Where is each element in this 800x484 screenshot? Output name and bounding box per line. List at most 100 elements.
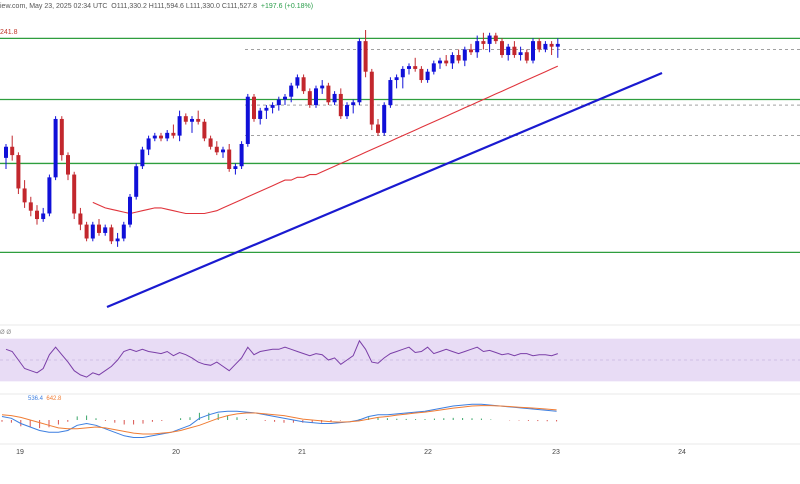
- candle-body-34: [214, 146, 219, 153]
- candle-body-67: [419, 68, 424, 81]
- candle-body-86: [537, 41, 542, 50]
- candle-body-42: [264, 107, 269, 111]
- candle-body-46: [289, 85, 294, 97]
- candle-body-35: [221, 149, 225, 153]
- candle-body-85: [531, 41, 535, 61]
- candle-body-41: [258, 110, 263, 119]
- candle-body-62: [388, 80, 393, 106]
- candle-body-57: [357, 41, 362, 103]
- candle-body-18: [115, 238, 120, 242]
- candle-body-33: [208, 138, 213, 147]
- candle-body-61: [382, 105, 387, 133]
- candle-body-49: [307, 91, 312, 106]
- candle-body-59: [369, 71, 374, 125]
- rsi-header: Ø Ø: [0, 330, 11, 336]
- candle-body-14: [90, 224, 95, 239]
- candle-body-40: [252, 96, 256, 119]
- candle-body-2: [16, 155, 21, 189]
- macd-line: [1, 403, 557, 438]
- candle-body-1: [10, 146, 15, 156]
- trendline: [106, 71, 663, 309]
- rsi-values: Ø Ø: [0, 330, 12, 336]
- candle-body-50: [314, 88, 318, 106]
- candle-body-70: [438, 60, 442, 64]
- candle-body-80: [500, 41, 504, 56]
- candle-body-77: [481, 41, 486, 44]
- candle-body-16: [103, 227, 108, 233]
- candle-body-30: [190, 118, 194, 122]
- candle-body-83: [518, 52, 523, 56]
- candle-body-6: [41, 213, 46, 220]
- candle-body-8: [53, 118, 58, 178]
- candle-body-5: [35, 210, 39, 220]
- candle-body-88: [549, 43, 554, 47]
- x-tick-label-1: 20: [172, 449, 180, 456]
- ma-value-label: 241.8: [0, 29, 18, 36]
- header-change: +197.6 (+0.18%): [260, 3, 314, 10]
- candle-body-60: [376, 124, 380, 133]
- candle-body-72: [450, 55, 455, 64]
- candle-body-17: [109, 227, 114, 242]
- candle-body-69: [431, 63, 436, 72]
- candle-body-25: [159, 135, 163, 139]
- source-fragment: iew.com,: [0, 3, 28, 10]
- candle-body-23: [146, 138, 151, 150]
- candle-body-73: [456, 55, 461, 61]
- candle-body-51: [320, 85, 325, 89]
- candle-body-13: [84, 224, 89, 239]
- candle-body-36: [227, 149, 232, 169]
- candle-body-26: [165, 132, 170, 139]
- candle-body-3: [22, 188, 27, 203]
- candle-body-20: [128, 196, 132, 225]
- candle-body-87: [543, 43, 548, 50]
- candle-body-27: [171, 132, 176, 136]
- candle-body-0: [4, 146, 8, 158]
- candle-body-75: [469, 49, 473, 53]
- candle-body-78: [487, 35, 492, 44]
- header-ohlc: O111,330.2 H111,594.6 L111,330.0 C111,52…: [111, 3, 257, 10]
- macd-signal-line: [1, 405, 557, 435]
- candle-body-63: [394, 77, 399, 81]
- candle-body-45: [283, 96, 287, 100]
- header-date: May 23, 2025 02:34 UTC: [29, 3, 108, 10]
- candle-body-56: [351, 102, 356, 106]
- x-tick-label-2: 21: [298, 449, 306, 456]
- candle-body-21: [134, 166, 139, 197]
- rsi-line: [5, 339, 558, 378]
- candle-body-76: [475, 41, 480, 53]
- candle-body-22: [140, 149, 145, 167]
- x-tick-label-0: 19: [16, 449, 24, 456]
- candle-body-24: [152, 135, 157, 139]
- x-tick-label-5: 24: [678, 449, 686, 456]
- candle-body-66: [413, 66, 418, 69]
- candle-body-82: [512, 46, 517, 56]
- candle-body-11: [72, 174, 77, 214]
- x-tick-label-3: 22: [424, 449, 432, 456]
- candle-body-28: [177, 116, 182, 136]
- x-tick-label-4: 23: [552, 449, 560, 456]
- macd-value-2: 642.8: [46, 396, 62, 402]
- candle-body-74: [462, 49, 467, 61]
- candle-body-9: [59, 118, 64, 156]
- candle-body-31: [196, 118, 201, 122]
- candle-body-58: [363, 41, 368, 72]
- candle-body-10: [66, 155, 70, 175]
- candle-body-55: [345, 105, 349, 117]
- candle-body-7: [47, 177, 52, 214]
- candle-body-84: [524, 52, 529, 61]
- candle-body-44: [276, 99, 281, 106]
- candle-body-71: [444, 60, 449, 64]
- macd-value-1: 536.4: [28, 396, 44, 402]
- candle-body-52: [326, 85, 331, 103]
- candle-body-89: [555, 43, 560, 47]
- chart-header: iew.com, May 23, 2025 02:34 UTC O111,330…: [0, 3, 313, 10]
- candle-body-19: [121, 224, 126, 239]
- candle-body-43: [270, 105, 275, 108]
- macd-header: 536.4 642.8: [0, 396, 61, 402]
- candle-body-54: [338, 93, 343, 117]
- candle-body-12: [78, 213, 83, 225]
- candle-body-47: [295, 77, 300, 86]
- moving-average-line: [92, 65, 559, 215]
